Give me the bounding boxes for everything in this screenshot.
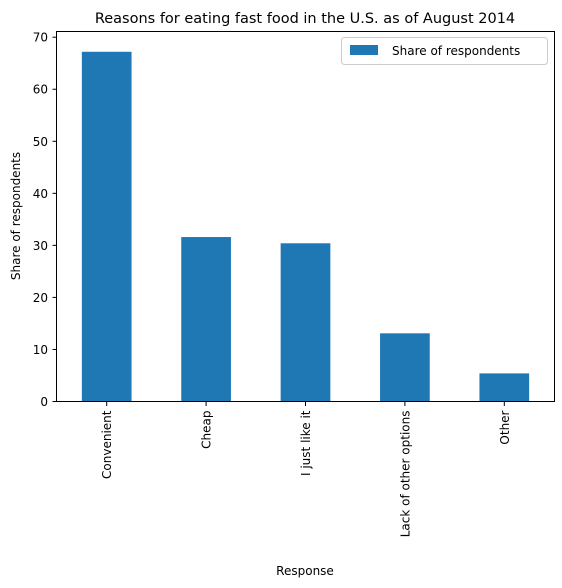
chart-title: Reasons for eating fast food in the U.S.… — [95, 11, 515, 27]
y-tick-label: 10 — [33, 343, 48, 357]
bar-i-just-like-it — [280, 243, 331, 402]
y-axis-label: Share of respondents — [9, 152, 23, 280]
legend-box — [341, 37, 548, 65]
x-tick-label: Cheap — [200, 411, 214, 449]
x-tick-label: Other — [498, 410, 512, 444]
y-axis-ticks: 0 10 20 30 40 50 60 70 — [33, 31, 57, 409]
x-tick-label: I just like it — [299, 410, 313, 476]
legend: Share of respondents — [341, 37, 548, 65]
y-tick-label: 70 — [33, 31, 48, 45]
y-tick-label: 30 — [33, 239, 48, 253]
x-axis-label: Response — [276, 564, 334, 578]
plot-frame — [56, 31, 555, 402]
bar-convenient — [81, 51, 132, 402]
y-tick-label: 60 — [33, 83, 48, 97]
y-tick-label: 40 — [33, 187, 48, 201]
x-tick-label: Convenient — [100, 410, 114, 479]
bar-other — [479, 373, 530, 402]
y-tick-label: 20 — [33, 291, 48, 305]
bar-lack-of-other-options — [380, 333, 430, 402]
bar-cheap — [181, 237, 231, 402]
legend-label: Share of respondents — [392, 44, 520, 58]
x-axis-ticks: Convenient Cheap I just like it Lack of oth… — [100, 401, 512, 538]
bars-group — [81, 51, 530, 402]
y-tick-label: 0 — [40, 395, 48, 409]
legend-swatch — [350, 45, 378, 55]
y-tick-label: 50 — [33, 135, 48, 149]
x-tick-label: Lack of other options — [398, 411, 412, 538]
